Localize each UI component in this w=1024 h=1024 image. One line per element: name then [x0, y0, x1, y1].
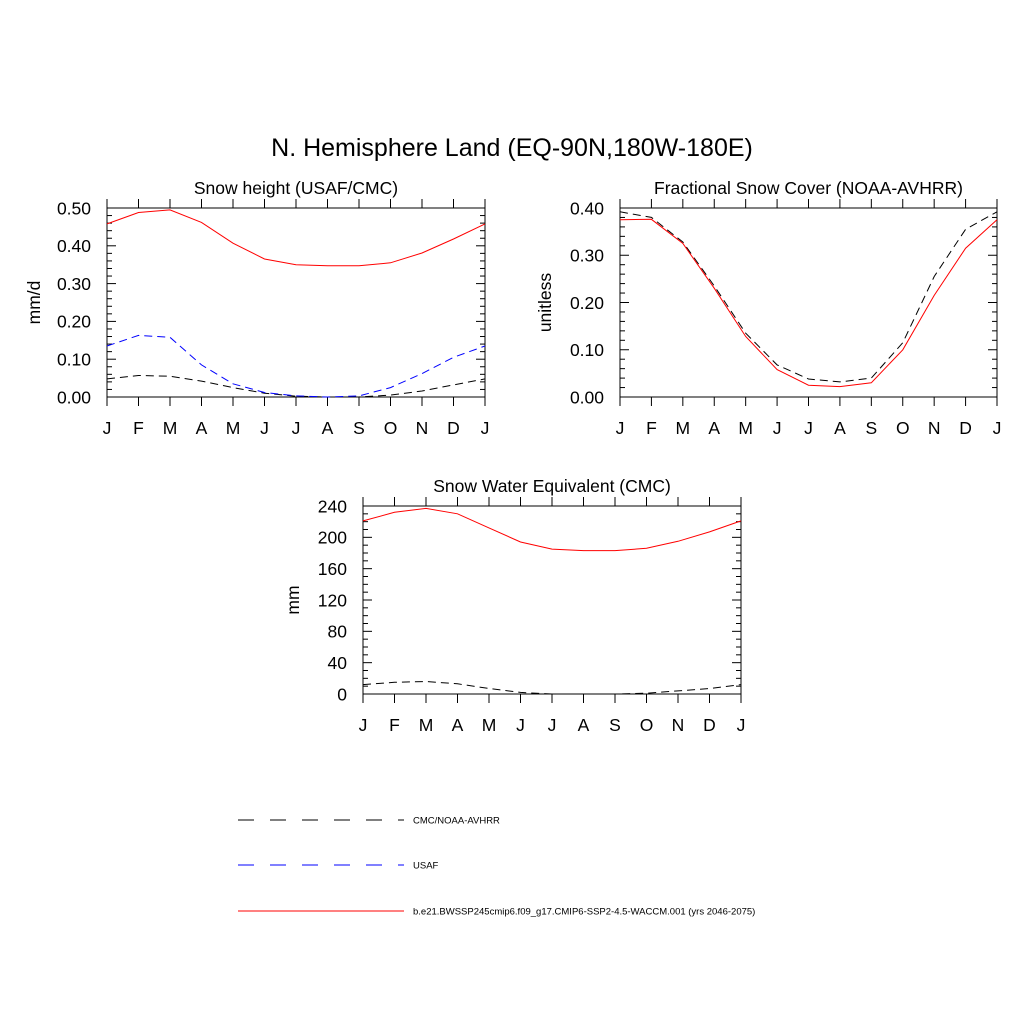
y-tick-label: 120	[318, 590, 347, 610]
x-tick-label: A	[196, 418, 208, 438]
x-tick-label: D	[703, 715, 716, 735]
x-tick-label: J	[516, 715, 525, 735]
y-tick-label: 80	[328, 622, 348, 642]
x-tick-label: S	[609, 715, 621, 735]
y-tick-label: 160	[318, 559, 347, 579]
x-tick-label: J	[548, 715, 557, 735]
legend-item-3: b.e21.BWSSP245cmip6.f09_g17.CMIP6-SSP2-4…	[238, 906, 755, 917]
x-tick-label: A	[578, 715, 590, 735]
x-tick-label: J	[359, 715, 368, 735]
x-tick-label: A	[834, 418, 846, 438]
x-tick-label: J	[481, 418, 490, 438]
x-tick-label: O	[640, 715, 654, 735]
x-tick-label: J	[260, 418, 269, 438]
legend-label: b.e21.BWSSP245cmip6.f09_g17.CMIP6-SSP2-4…	[413, 906, 755, 917]
y-tick-label: 0.20	[57, 312, 91, 332]
y-tick-label: 0.00	[57, 387, 91, 407]
x-tick-label: J	[616, 418, 625, 438]
x-tick-label: J	[103, 418, 112, 438]
x-tick-label: M	[163, 418, 178, 438]
y-tick-label: 0.30	[570, 246, 604, 266]
x-tick-label: J	[292, 418, 301, 438]
x-tick-label: N	[416, 418, 429, 438]
x-tick-label: F	[646, 418, 657, 438]
y-tick-label: 200	[318, 528, 347, 548]
y-axis-label: unitless	[535, 273, 555, 333]
chart-panel-3: Snow Water Equivalent (CMC) mm 0 40 80 120 160…	[283, 476, 745, 735]
chart-panel-1: Snow height (USAF/CMC) mm/d 0.00 0.10 0.20 0.…	[24, 178, 489, 438]
y-tick-label: 0.30	[57, 274, 91, 294]
y-tick-label: 0.20	[570, 293, 604, 313]
legend-label: CMC/NOAA-AVHRR	[413, 815, 500, 826]
x-tick-label: F	[389, 715, 400, 735]
series-line-2	[106, 334, 486, 398]
legend-label: USAF	[413, 860, 439, 871]
x-tick-label: A	[708, 418, 720, 438]
legend-item-2: USAF	[238, 860, 439, 871]
figure-title: N. Hemisphere Land (EQ-90N,180W-180E)	[271, 134, 753, 162]
x-tick-label: A	[322, 418, 334, 438]
series-line-2	[362, 507, 742, 552]
chart-panel-2: Fractional Snow Cover (NOAA-AVHRR) unitle…	[535, 178, 1001, 438]
legend: CMC/NOAA-AVHRR USAF b.e21.BWSSP245cmip6.f0…	[238, 815, 755, 917]
y-tick-label: 0.10	[570, 340, 604, 360]
plot-frame	[619, 207, 998, 398]
x-tick-label: N	[672, 715, 685, 735]
series-line-1	[619, 211, 998, 383]
y-tick-label: 0.10	[57, 350, 91, 370]
plot-frame	[362, 505, 742, 695]
chart-panels: Snow height (USAF/CMC) mm/d 0.00 0.10 0.20 0.…	[24, 178, 1001, 735]
x-tick-label: J	[804, 418, 813, 438]
y-axis-label: mm	[283, 585, 303, 614]
y-tick-label: 0.50	[57, 198, 91, 218]
y-axis-label: mm/d	[24, 281, 44, 325]
x-tick-label: D	[447, 418, 460, 438]
x-tick-label: J	[737, 715, 746, 735]
x-tick-label: M	[226, 418, 241, 438]
legend-item-1: CMC/NOAA-AVHRR	[238, 815, 500, 826]
x-tick-label: M	[419, 715, 434, 735]
y-tick-label: 0.00	[570, 387, 604, 407]
x-tick-label: D	[959, 418, 972, 438]
series-line-1	[106, 374, 486, 398]
y-tick-label: 40	[328, 653, 348, 673]
y-tick-label: 240	[318, 496, 347, 516]
chart-title: Fractional Snow Cover (NOAA-AVHRR)	[654, 178, 963, 198]
series-line-3	[106, 209, 486, 267]
x-tick-label: M	[676, 418, 691, 438]
x-tick-label: N	[928, 418, 941, 438]
chart-title: Snow Water Equivalent (CMC)	[433, 476, 671, 496]
chart-title: Snow height (USAF/CMC)	[194, 178, 398, 198]
series-line-1	[362, 680, 742, 695]
x-tick-label: F	[133, 418, 144, 438]
x-tick-label: M	[738, 418, 753, 438]
x-tick-label: O	[384, 418, 398, 438]
y-tick-label: 0	[337, 684, 347, 704]
series-line-2	[619, 218, 998, 388]
x-tick-label: O	[896, 418, 910, 438]
x-tick-label: S	[353, 418, 365, 438]
x-tick-label: J	[993, 418, 1002, 438]
x-tick-label: S	[865, 418, 877, 438]
y-tick-label: 0.40	[57, 236, 91, 256]
x-tick-label: J	[773, 418, 782, 438]
x-tick-label: A	[452, 715, 464, 735]
x-tick-label: M	[482, 715, 497, 735]
y-tick-label: 0.40	[570, 198, 604, 218]
plot-frame	[106, 207, 486, 398]
